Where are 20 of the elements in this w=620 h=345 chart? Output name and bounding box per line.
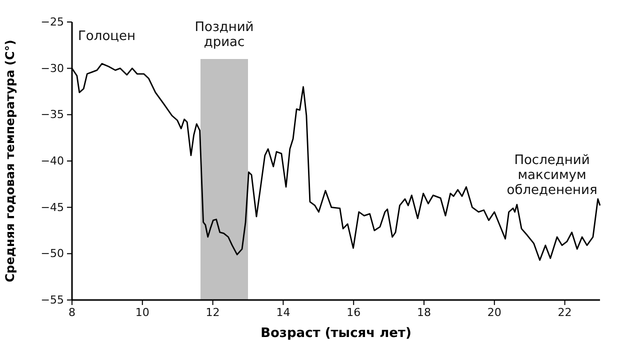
annotation: Последний максимум обледенения xyxy=(506,153,598,198)
y-tick-label: −50 xyxy=(40,247,64,260)
x-tick-label: 18 xyxy=(417,306,431,319)
x-tick-label: 14 xyxy=(276,306,290,319)
y-axis-title: Средняя годовая температура (C°) xyxy=(3,40,17,282)
annotation: Голоцен xyxy=(78,29,136,44)
x-tick-label: 12 xyxy=(206,306,220,319)
y-tick-label: −55 xyxy=(40,294,64,307)
y-tick-label: −45 xyxy=(40,200,64,214)
x-tick-label: 22 xyxy=(558,306,572,319)
y-tick-label: −35 xyxy=(40,108,64,122)
x-axis-title: Возраст (тысяч лет) xyxy=(260,326,412,341)
y-tick-label: −40 xyxy=(40,154,64,168)
x-tick-label: 8 xyxy=(68,306,76,319)
x-tick-label: 20 xyxy=(487,306,502,319)
x-tick-label: 16 xyxy=(346,306,361,319)
x-tick-label: 10 xyxy=(135,306,150,319)
band-label: Поздний дриас xyxy=(194,20,254,50)
y-tick-label: −30 xyxy=(40,62,64,75)
y-tick-label: −25 xyxy=(40,16,64,29)
